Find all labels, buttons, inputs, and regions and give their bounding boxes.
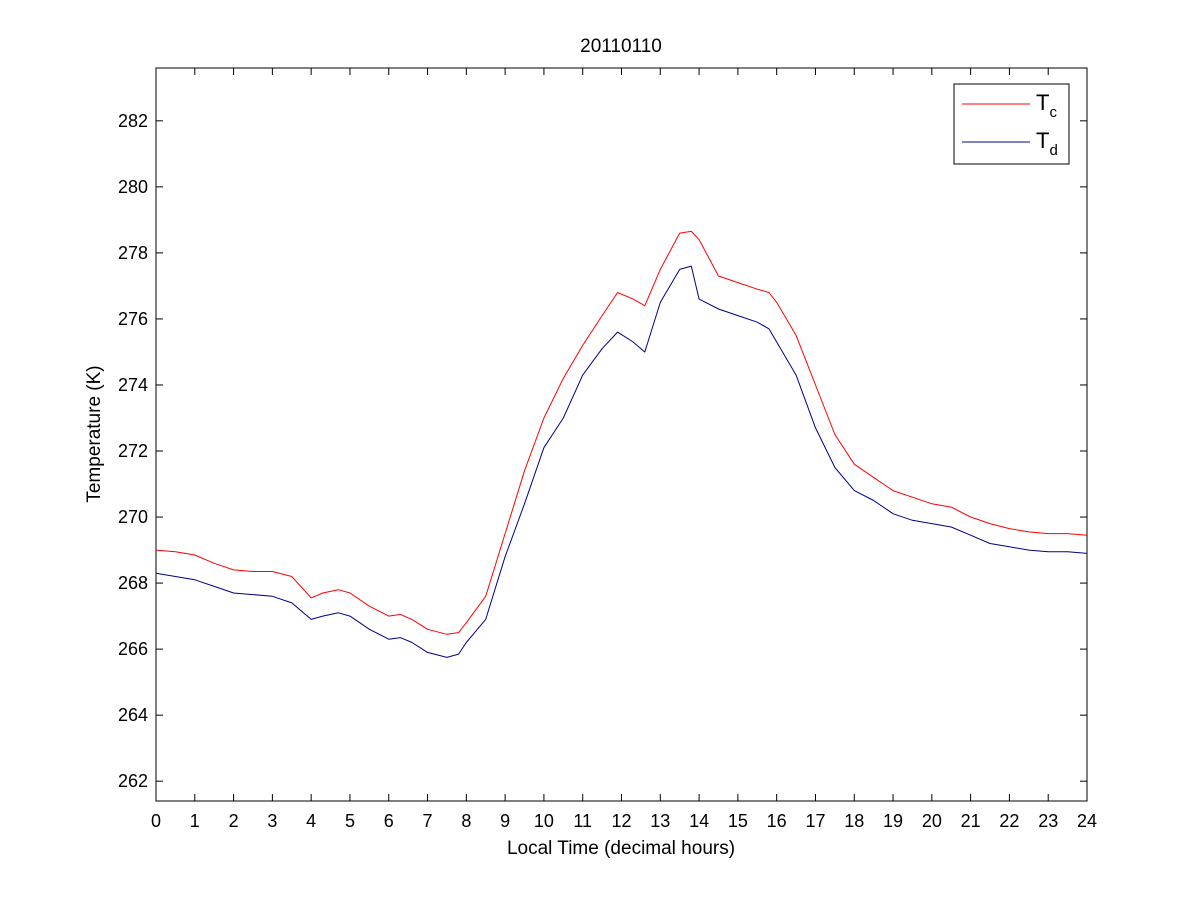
y-tick-label: 278 [118,243,148,263]
series-layer [155,230,1088,658]
x-tick-label: 16 [767,811,787,831]
legend-label-tc: Tc [1036,90,1057,121]
x-tick-label: 22 [999,811,1019,831]
x-tick-label: 9 [500,811,510,831]
x-tick-label: 12 [611,811,631,831]
legend-label-td-sub: d [1049,142,1057,159]
x-tick-label: 11 [573,811,592,831]
y-axis-title: Temperature (K) [84,365,105,502]
y-tick-label: 280 [118,177,148,197]
series-line-t-d [155,265,1088,658]
x-tick-label: 1 [190,811,200,831]
x-tick-label: 6 [384,811,394,831]
plot-area [155,67,1088,802]
x-tick-label: 0 [151,811,161,831]
y-tick-label: 266 [118,639,148,659]
x-tick-label: 19 [883,811,903,831]
x-tick-label: 13 [650,811,670,831]
x-tick-label: 18 [844,811,864,831]
legend-label-tc-main: T [1036,90,1049,115]
x-tick-label: 17 [805,811,825,831]
y-tick-label: 272 [118,441,148,461]
x-tick-label: 2 [229,811,239,831]
legend-label-td: Td [1036,128,1058,159]
legend-label-tc-sub: c [1049,104,1057,121]
x-axis-title: Local Time (decimal hours) [507,838,735,859]
x-tick-label: 8 [461,811,471,831]
series-line-t-c [155,230,1088,635]
x-tick-label: 4 [306,811,316,831]
x-tick-label: 3 [267,811,277,831]
x-tick-label: 21 [961,811,981,831]
y-tick-label: 264 [118,705,148,725]
legend-box [953,83,1070,165]
x-tick-label: 23 [1038,811,1058,831]
y-tick-label: 262 [118,771,148,791]
y-tick-label: 282 [118,111,148,131]
x-tick-label: 20 [922,811,942,831]
y-tick-label: 268 [118,573,148,593]
legend-label-td-main: T [1036,128,1049,153]
tick-layer: 0 1 2 3 4 5 6 7 8 9 10 11 12 13 14 15 16 17 18 19 20 21 22 23 24… [118,68,1097,831]
legend: Tc Td [953,83,1070,165]
y-tick-label: 274 [118,375,148,395]
y-tick-label: 276 [118,309,148,329]
x-tick-label: 10 [534,811,554,831]
y-tick-label: 270 [118,507,148,527]
chart-title: 20110110 [580,36,662,57]
x-tick-label: 14 [689,811,709,831]
x-tick-label: 5 [345,811,355,831]
x-tick-label: 24 [1077,811,1097,831]
x-tick-label: 7 [423,811,433,831]
x-tick-label: 15 [728,811,748,831]
